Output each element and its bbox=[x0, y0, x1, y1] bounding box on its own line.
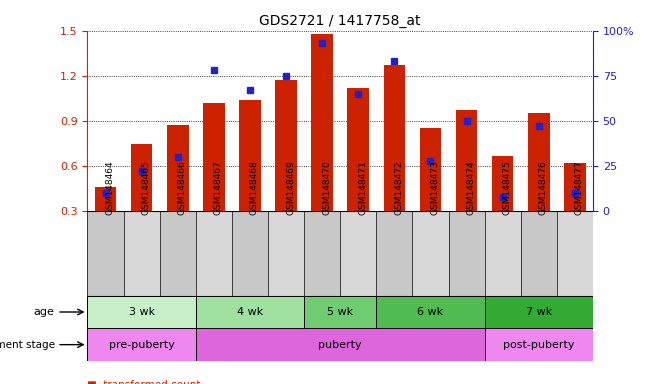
Text: development stage: development stage bbox=[0, 339, 54, 350]
Bar bbox=[239, 100, 260, 211]
Text: GSM148467: GSM148467 bbox=[214, 161, 223, 215]
Text: 6 wk: 6 wk bbox=[417, 307, 443, 317]
Bar bbox=[124, 211, 159, 296]
Text: GSM148471: GSM148471 bbox=[358, 161, 367, 215]
Text: post-puberty: post-puberty bbox=[503, 339, 575, 350]
Bar bbox=[304, 296, 376, 328]
Text: 3 wk: 3 wk bbox=[128, 307, 155, 317]
Bar bbox=[420, 129, 441, 211]
Text: GSM148476: GSM148476 bbox=[538, 161, 548, 215]
Bar bbox=[528, 113, 550, 211]
Bar bbox=[376, 211, 412, 296]
Text: GSM148466: GSM148466 bbox=[178, 161, 187, 215]
Text: GSM148473: GSM148473 bbox=[430, 161, 439, 215]
Bar bbox=[87, 296, 196, 328]
Text: 5 wk: 5 wk bbox=[327, 307, 353, 317]
Bar bbox=[564, 163, 586, 211]
Bar bbox=[167, 126, 189, 211]
Text: age: age bbox=[34, 307, 54, 317]
Bar bbox=[448, 211, 485, 296]
Text: GSM148474: GSM148474 bbox=[467, 161, 476, 215]
Bar bbox=[347, 88, 369, 211]
Bar bbox=[232, 211, 268, 296]
Text: GSM148472: GSM148472 bbox=[395, 161, 403, 215]
Bar bbox=[485, 296, 593, 328]
Text: GSM148477: GSM148477 bbox=[575, 161, 584, 215]
Bar bbox=[87, 328, 196, 361]
Bar bbox=[131, 144, 152, 211]
Text: pre-puberty: pre-puberty bbox=[109, 339, 174, 350]
Bar bbox=[521, 211, 557, 296]
Text: 4 wk: 4 wk bbox=[237, 307, 263, 317]
Bar bbox=[203, 103, 225, 211]
Text: GSM148475: GSM148475 bbox=[503, 161, 512, 215]
Bar bbox=[304, 211, 340, 296]
Text: ■  transformed count: ■ transformed count bbox=[87, 380, 201, 384]
Text: puberty: puberty bbox=[318, 339, 362, 350]
Bar bbox=[196, 211, 232, 296]
Bar bbox=[456, 111, 478, 211]
Bar bbox=[159, 211, 196, 296]
Bar bbox=[196, 296, 304, 328]
Text: GSM148469: GSM148469 bbox=[286, 161, 295, 215]
Bar bbox=[95, 187, 117, 211]
Bar bbox=[376, 296, 485, 328]
Text: GSM148464: GSM148464 bbox=[106, 161, 115, 215]
Bar bbox=[275, 80, 297, 211]
Bar bbox=[340, 211, 376, 296]
Bar bbox=[557, 211, 593, 296]
Bar bbox=[311, 34, 333, 211]
Text: GSM148468: GSM148468 bbox=[250, 161, 259, 215]
Bar bbox=[268, 211, 304, 296]
Bar bbox=[412, 211, 448, 296]
Title: GDS2721 / 1417758_at: GDS2721 / 1417758_at bbox=[259, 14, 421, 28]
Bar bbox=[485, 328, 593, 361]
Bar bbox=[485, 211, 521, 296]
Bar bbox=[87, 211, 124, 296]
Bar bbox=[384, 65, 405, 211]
Bar bbox=[196, 328, 485, 361]
Text: GSM148465: GSM148465 bbox=[142, 161, 150, 215]
Text: GSM148470: GSM148470 bbox=[322, 161, 331, 215]
Bar bbox=[492, 156, 513, 211]
Text: 7 wk: 7 wk bbox=[526, 307, 552, 317]
